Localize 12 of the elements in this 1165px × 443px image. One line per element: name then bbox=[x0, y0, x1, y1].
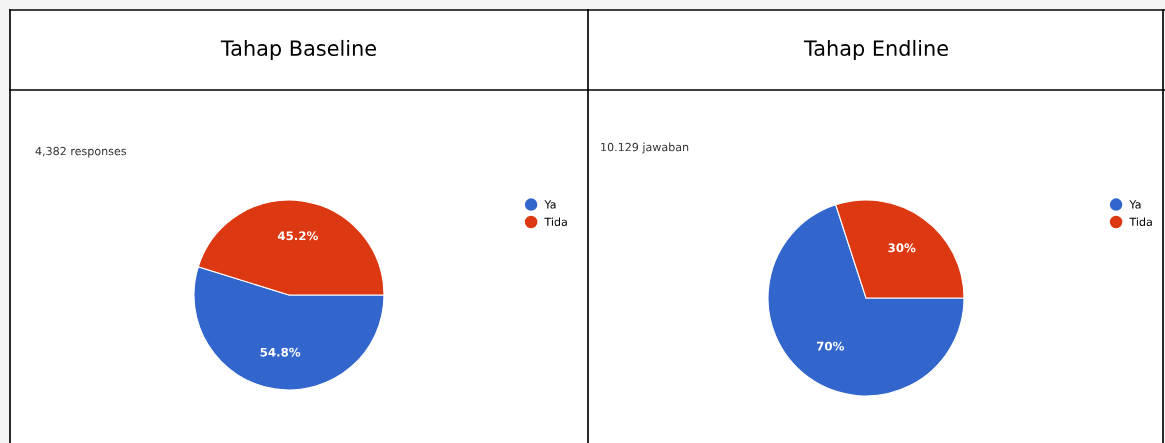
legend-label: Ya bbox=[544, 200, 556, 209]
data-label: 45.2% bbox=[277, 231, 318, 241]
legend-label: Tida bbox=[544, 217, 567, 227]
chart-title: Tahap Endline bbox=[803, 39, 948, 61]
chart-title: Tahap Baseline bbox=[220, 39, 376, 61]
text: 4,382 responses bbox=[35, 146, 127, 158]
legend-label: Ya bbox=[1129, 200, 1141, 209]
legend-label: Tida bbox=[1129, 217, 1152, 227]
data-label: 30% bbox=[888, 243, 916, 253]
data-label: 70% bbox=[816, 341, 845, 351]
data-label: 54.8% bbox=[260, 347, 301, 357]
text: 10.129 jawaban bbox=[601, 142, 689, 154]
